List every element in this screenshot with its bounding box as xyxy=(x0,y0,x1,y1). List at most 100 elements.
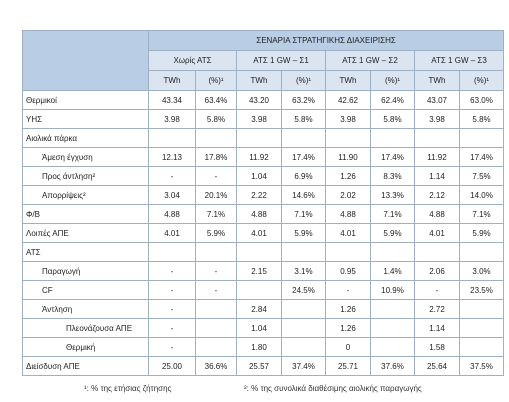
table-cell: - xyxy=(195,261,237,281)
row-label: Θερμική xyxy=(22,337,149,357)
table-row: Προς άντληση² - -1.04 6.9% 1.26 8.3% 1.14 7.5% xyxy=(22,166,505,186)
table-cell: 25.71 xyxy=(325,356,371,376)
table-row: Παραγωγή - -2.15 3.1% 0.95 1.4% 2.06 3.0% xyxy=(22,261,505,281)
table-cell: 36.6% xyxy=(195,356,237,376)
table-cell: 2.06 xyxy=(414,261,460,281)
table-cell: 43.34 xyxy=(148,90,196,110)
footnote: ¹: % της ετήσιας ζήτησης xyxy=(84,384,172,393)
table-cell: 5.8% xyxy=(281,109,326,129)
table-cell xyxy=(325,242,371,262)
table-cell: - xyxy=(195,166,237,186)
table-cell xyxy=(148,128,196,148)
row-label: Αιολικά πάρκα xyxy=(22,128,149,148)
header-title: ΣΕΝΑΡΙΑ ΣΤΡΑΤΗΓΙΚΗΣ ΔΙΑΧΕΙΡΙΣΗΣ xyxy=(147,30,505,51)
table-cell: 3.04 xyxy=(148,185,196,205)
table-cell: 63.0% xyxy=(458,90,505,110)
table-cell: 14.0% xyxy=(458,185,505,205)
table-cell xyxy=(281,318,326,338)
table-cell: 3.98 xyxy=(325,109,371,129)
table-cell: 5.8% xyxy=(370,109,415,129)
table-row: Αιολικά πάρκα xyxy=(22,128,505,148)
corner-cell xyxy=(22,30,149,91)
table-cell xyxy=(236,280,282,300)
table-cell: 3.98 xyxy=(236,109,282,129)
table-row: Θερμική - 1.80 0 1.58 xyxy=(22,337,505,357)
row-label: Λοιπές ΑΠΕ xyxy=(22,223,149,243)
table-cell xyxy=(458,242,505,262)
table-cell: 24.5% xyxy=(281,280,326,300)
table-cell: 17.8% xyxy=(195,147,237,167)
table-cell: 37.4% xyxy=(281,356,326,376)
table-cell xyxy=(370,242,415,262)
table-cell: 2.72 xyxy=(414,299,460,319)
table-row: Θερμικοί 43.34 63.4% 43.20 63.2% 42.62 62.4% 43… xyxy=(22,90,505,110)
table-cell: 14.6% xyxy=(281,185,326,205)
table-row: ΑΤΣ xyxy=(22,242,505,262)
table-cell: 5.9% xyxy=(458,223,505,243)
unit-header: (%)¹ xyxy=(281,70,326,91)
table-cell: 17.4% xyxy=(281,147,326,167)
table-cell: 7.1% xyxy=(458,204,505,224)
table-cell: 2.84 xyxy=(236,299,282,319)
table-cell: 10.9% xyxy=(370,280,415,300)
table-cell xyxy=(458,128,505,148)
table-cell: 1.14 xyxy=(414,318,460,338)
table-cell: 42.62 xyxy=(325,90,371,110)
table-cell: 4.01 xyxy=(325,223,371,243)
table-cell xyxy=(370,299,415,319)
table-cell xyxy=(195,337,237,357)
table-cell: 0 xyxy=(325,337,371,357)
table-cell: 5.8% xyxy=(195,109,237,129)
table-cell xyxy=(414,128,460,148)
table-cell: 25.00 xyxy=(148,356,196,376)
table-cell: 4.88 xyxy=(414,204,460,224)
unit-header: TWh xyxy=(148,70,196,91)
table-cell: 13.3% xyxy=(370,185,415,205)
row-label: Άμεση έγχυση xyxy=(22,147,149,167)
table-cell xyxy=(370,128,415,148)
table-cell: 1.26 xyxy=(325,318,371,338)
table-cell xyxy=(325,128,371,148)
table-cell: - xyxy=(414,280,460,300)
table-cell: 37.5% xyxy=(458,356,505,376)
table-row: Απορρίψεις² 3.04 20.1% 2.22 14.6% 2.02 13.3% 2.… xyxy=(22,185,505,205)
table-cell xyxy=(370,318,415,338)
unit-header: (%)¹ xyxy=(195,70,237,91)
unit-header: (%)¹ xyxy=(370,70,415,91)
unit-header: (%)¹ xyxy=(458,70,505,91)
table-cell: 11.92 xyxy=(414,147,460,167)
table-cell: 63.4% xyxy=(195,90,237,110)
table-cell: 17.4% xyxy=(458,147,505,167)
table-cell xyxy=(458,318,505,338)
table-cell: 4.88 xyxy=(236,204,282,224)
row-label: ΥΗΣ xyxy=(22,109,149,129)
footnote: ²: % της συνολικά διαθέσιμης αιολικής πα… xyxy=(244,384,422,393)
table-cell: 11.92 xyxy=(236,147,282,167)
table-cell: 2.22 xyxy=(236,185,282,205)
table-cell: 4.01 xyxy=(236,223,282,243)
table-cell xyxy=(281,242,326,262)
table-cell: 1.04 xyxy=(236,166,282,186)
table-cell: - xyxy=(148,261,196,281)
table-cell: - xyxy=(148,299,196,319)
table-cell: 20.1% xyxy=(195,185,237,205)
row-label: Προς άντληση² xyxy=(22,166,149,186)
table-cell: 5.9% xyxy=(370,223,415,243)
table-cell: 4.01 xyxy=(414,223,460,243)
table-cell xyxy=(236,128,282,148)
table-cell: 7.5% xyxy=(458,166,505,186)
table-cell: 2.02 xyxy=(325,185,371,205)
scenario-header: ΑΤΣ 1 GW – Σ1 xyxy=(236,50,326,71)
table-cell: 4.01 xyxy=(148,223,196,243)
table-body: ΣΕΝΑΡΙΑ ΣΤΡΑΤΗΓΙΚΗΣ ΔΙΑΧΕΙΡΙΣΗΣ Χωρίς ΑΤ… xyxy=(22,30,505,376)
table-cell xyxy=(370,337,415,357)
table-cell: - xyxy=(148,318,196,338)
table-cell: 6.9% xyxy=(281,166,326,186)
table-cell: - xyxy=(148,337,196,357)
table-cell: 17.4% xyxy=(370,147,415,167)
table-row: Άμεση έγχυση 12.13 17.8% 11.92 17.4% 11.90 17.… xyxy=(22,147,505,167)
table-cell: 5.8% xyxy=(458,109,505,129)
row-label: ΑΤΣ xyxy=(22,242,149,262)
table-cell: 1.4% xyxy=(370,261,415,281)
